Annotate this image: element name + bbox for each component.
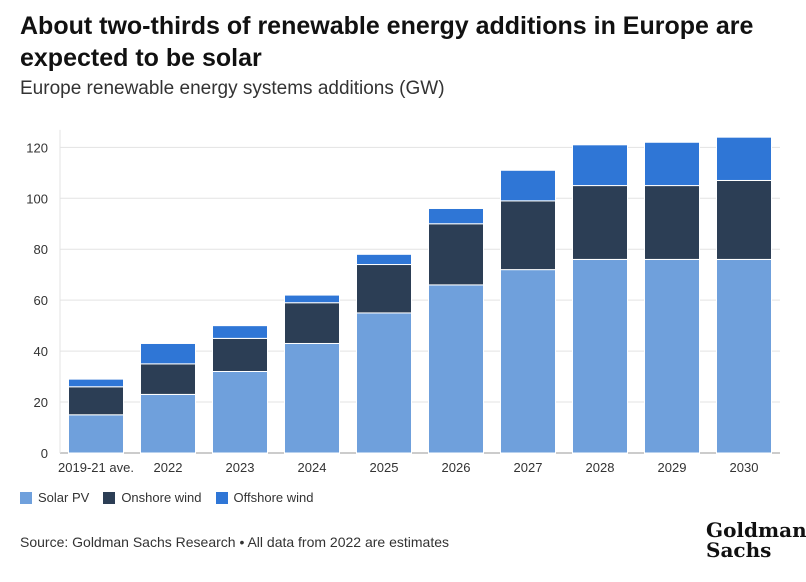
legend-item-solar-pv: Solar PV: [20, 490, 89, 505]
legend-swatch-solar-pv: [20, 491, 32, 504]
bar-segment-offshore-wind: [356, 253, 412, 266]
bar-segment-offshore-wind: [500, 169, 556, 202]
x-tick-label: 2029: [658, 460, 687, 475]
legend: Solar PV Onshore wind Offshore wind: [20, 490, 314, 505]
y-tick-label: 0: [41, 446, 48, 461]
bar-segment-onshore-wind: [140, 363, 196, 395]
bar-segment-onshore-wind: [644, 185, 700, 260]
y-tick-label: 20: [34, 395, 48, 410]
bar-segment-offshore-wind: [284, 294, 340, 304]
legend-label-offshore-wind: Offshore wind: [233, 490, 314, 505]
x-tick-label: 2023: [226, 460, 255, 475]
x-axis-ticks: 2019-21 ave. 2022 2023 2024 2025 2026 2027 2028…: [58, 460, 758, 475]
bar-segment-solar-pv: [572, 258, 628, 454]
chart-title: About two-thirds of renewable energy add…: [20, 12, 754, 72]
bar-segment-onshore-wind: [500, 200, 556, 271]
x-tick-label: 2022: [154, 460, 183, 475]
x-tick-label: 2019-21 ave.: [58, 460, 134, 475]
legend-item-offshore-wind: Offshore wind: [215, 490, 314, 505]
legend-swatch-offshore-wind: [215, 491, 228, 504]
bar-segment-solar-pv: [284, 342, 340, 454]
bar-segment-onshore-wind: [68, 386, 124, 416]
logo-line-1: Goldman: [706, 518, 806, 542]
x-tick-label: 2030: [730, 460, 759, 475]
bar-segment-onshore-wind: [212, 337, 268, 372]
bar-segment-offshore-wind: [140, 342, 196, 365]
bar-segment-solar-pv: [356, 312, 412, 454]
bar-segment-offshore-wind: [68, 378, 124, 388]
x-tick-label: 2024: [298, 460, 327, 475]
bar-segment-solar-pv: [500, 269, 556, 454]
y-tick-label: 40: [34, 344, 48, 359]
legend-label-onshore-wind: Onshore wind: [121, 490, 202, 505]
legend-label-solar-pv: Solar PV: [38, 490, 90, 505]
bar-segment-onshore-wind: [572, 185, 628, 260]
bar-segment-solar-pv: [212, 370, 268, 454]
bar-segment-solar-pv: [716, 258, 772, 454]
bar-segment-onshore-wind: [716, 179, 772, 260]
chart-subtitle: Europe renewable energy systems addition…: [20, 78, 445, 99]
bar-segment-onshore-wind: [428, 223, 484, 286]
x-tick-label: 2026: [442, 460, 471, 475]
bar-segment-solar-pv: [140, 393, 196, 454]
bars: [68, 136, 772, 454]
bar-segment-solar-pv: [428, 284, 484, 454]
bar-segment-onshore-wind: [284, 302, 340, 344]
bar-segment-offshore-wind: [572, 144, 628, 187]
legend-swatch-onshore-wind: [103, 491, 116, 504]
y-tick-label: 60: [34, 293, 48, 308]
bar-segment-offshore-wind: [212, 325, 268, 339]
bar-segment-solar-pv: [68, 414, 124, 454]
y-tick-label: 80: [34, 242, 48, 257]
x-tick-label: 2025: [370, 460, 399, 475]
bar-segment-offshore-wind: [716, 136, 772, 181]
bar-segment-solar-pv: [644, 258, 700, 454]
goldman-sachs-logo: Goldman Sachs: [706, 520, 806, 560]
x-tick-label: 2028: [586, 460, 615, 475]
y-tick-label: 120: [26, 140, 48, 155]
bar-segment-onshore-wind: [356, 264, 412, 314]
y-tick-label: 100: [26, 191, 48, 206]
source-note: Source: Goldman Sachs Research • All dat…: [20, 534, 450, 550]
stacked-bar-chart: 0 20 40 60 80 100 120 2019-21 ave. 2022 2023 2024…: [26, 129, 780, 475]
bar-segment-offshore-wind: [428, 207, 484, 225]
bar-segment-offshore-wind: [644, 141, 700, 187]
x-tick-label: 2027: [514, 460, 543, 475]
logo-line-2: Sachs: [706, 538, 772, 562]
legend-item-onshore-wind: Onshore wind: [103, 490, 202, 505]
y-axis-ticks: 0 20 40 60 80 100 120: [26, 140, 48, 461]
